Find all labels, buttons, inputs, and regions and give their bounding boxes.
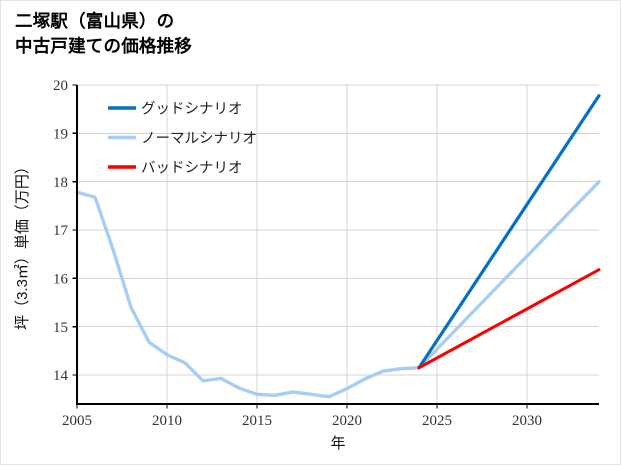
series-lines	[75, 94, 601, 399]
legend-label-1[interactable]: ノーマルシナリオ	[141, 131, 257, 147]
y-tick-label: 15	[53, 320, 68, 336]
legend-label-2[interactable]: バッドシナリオ	[141, 161, 243, 177]
x-tick-label: 2020	[332, 413, 362, 429]
x-tick-label: 2025	[422, 413, 452, 429]
series-line-bad	[417, 268, 601, 370]
y-axis-title: 坪（3.3㎡）単価（万円）	[14, 159, 31, 330]
axis-titles: 年 坪（3.3㎡）単価（万円）	[14, 159, 346, 452]
y-tick-label: 16	[53, 272, 69, 288]
x-tick-label: 2005	[62, 413, 92, 429]
x-tick-label: 2015	[242, 413, 272, 429]
x-axis-title: 年	[330, 435, 345, 452]
legend-label-0[interactable]: グッドシナリオ	[141, 101, 243, 118]
y-tick-label: 17	[53, 223, 69, 239]
x-tick-label: 2010	[152, 413, 182, 429]
chart-title: 二塚駅（富山県）の 中古戸建ての価格推移	[15, 11, 192, 56]
x-tick-label: 2030	[512, 413, 542, 429]
tick-labels: 14 15 16 17 18 19 20 2005 2010 2015 2020 2025 2030	[53, 78, 542, 429]
y-tick-label: 19	[53, 127, 68, 143]
y-tick-label: 18	[53, 175, 68, 191]
series-line-good	[417, 94, 601, 370]
series-line-normal	[75, 179, 601, 399]
axes	[72, 84, 599, 409]
y-tick-label: 20	[53, 78, 68, 94]
y-tick-label: 14	[53, 368, 69, 384]
